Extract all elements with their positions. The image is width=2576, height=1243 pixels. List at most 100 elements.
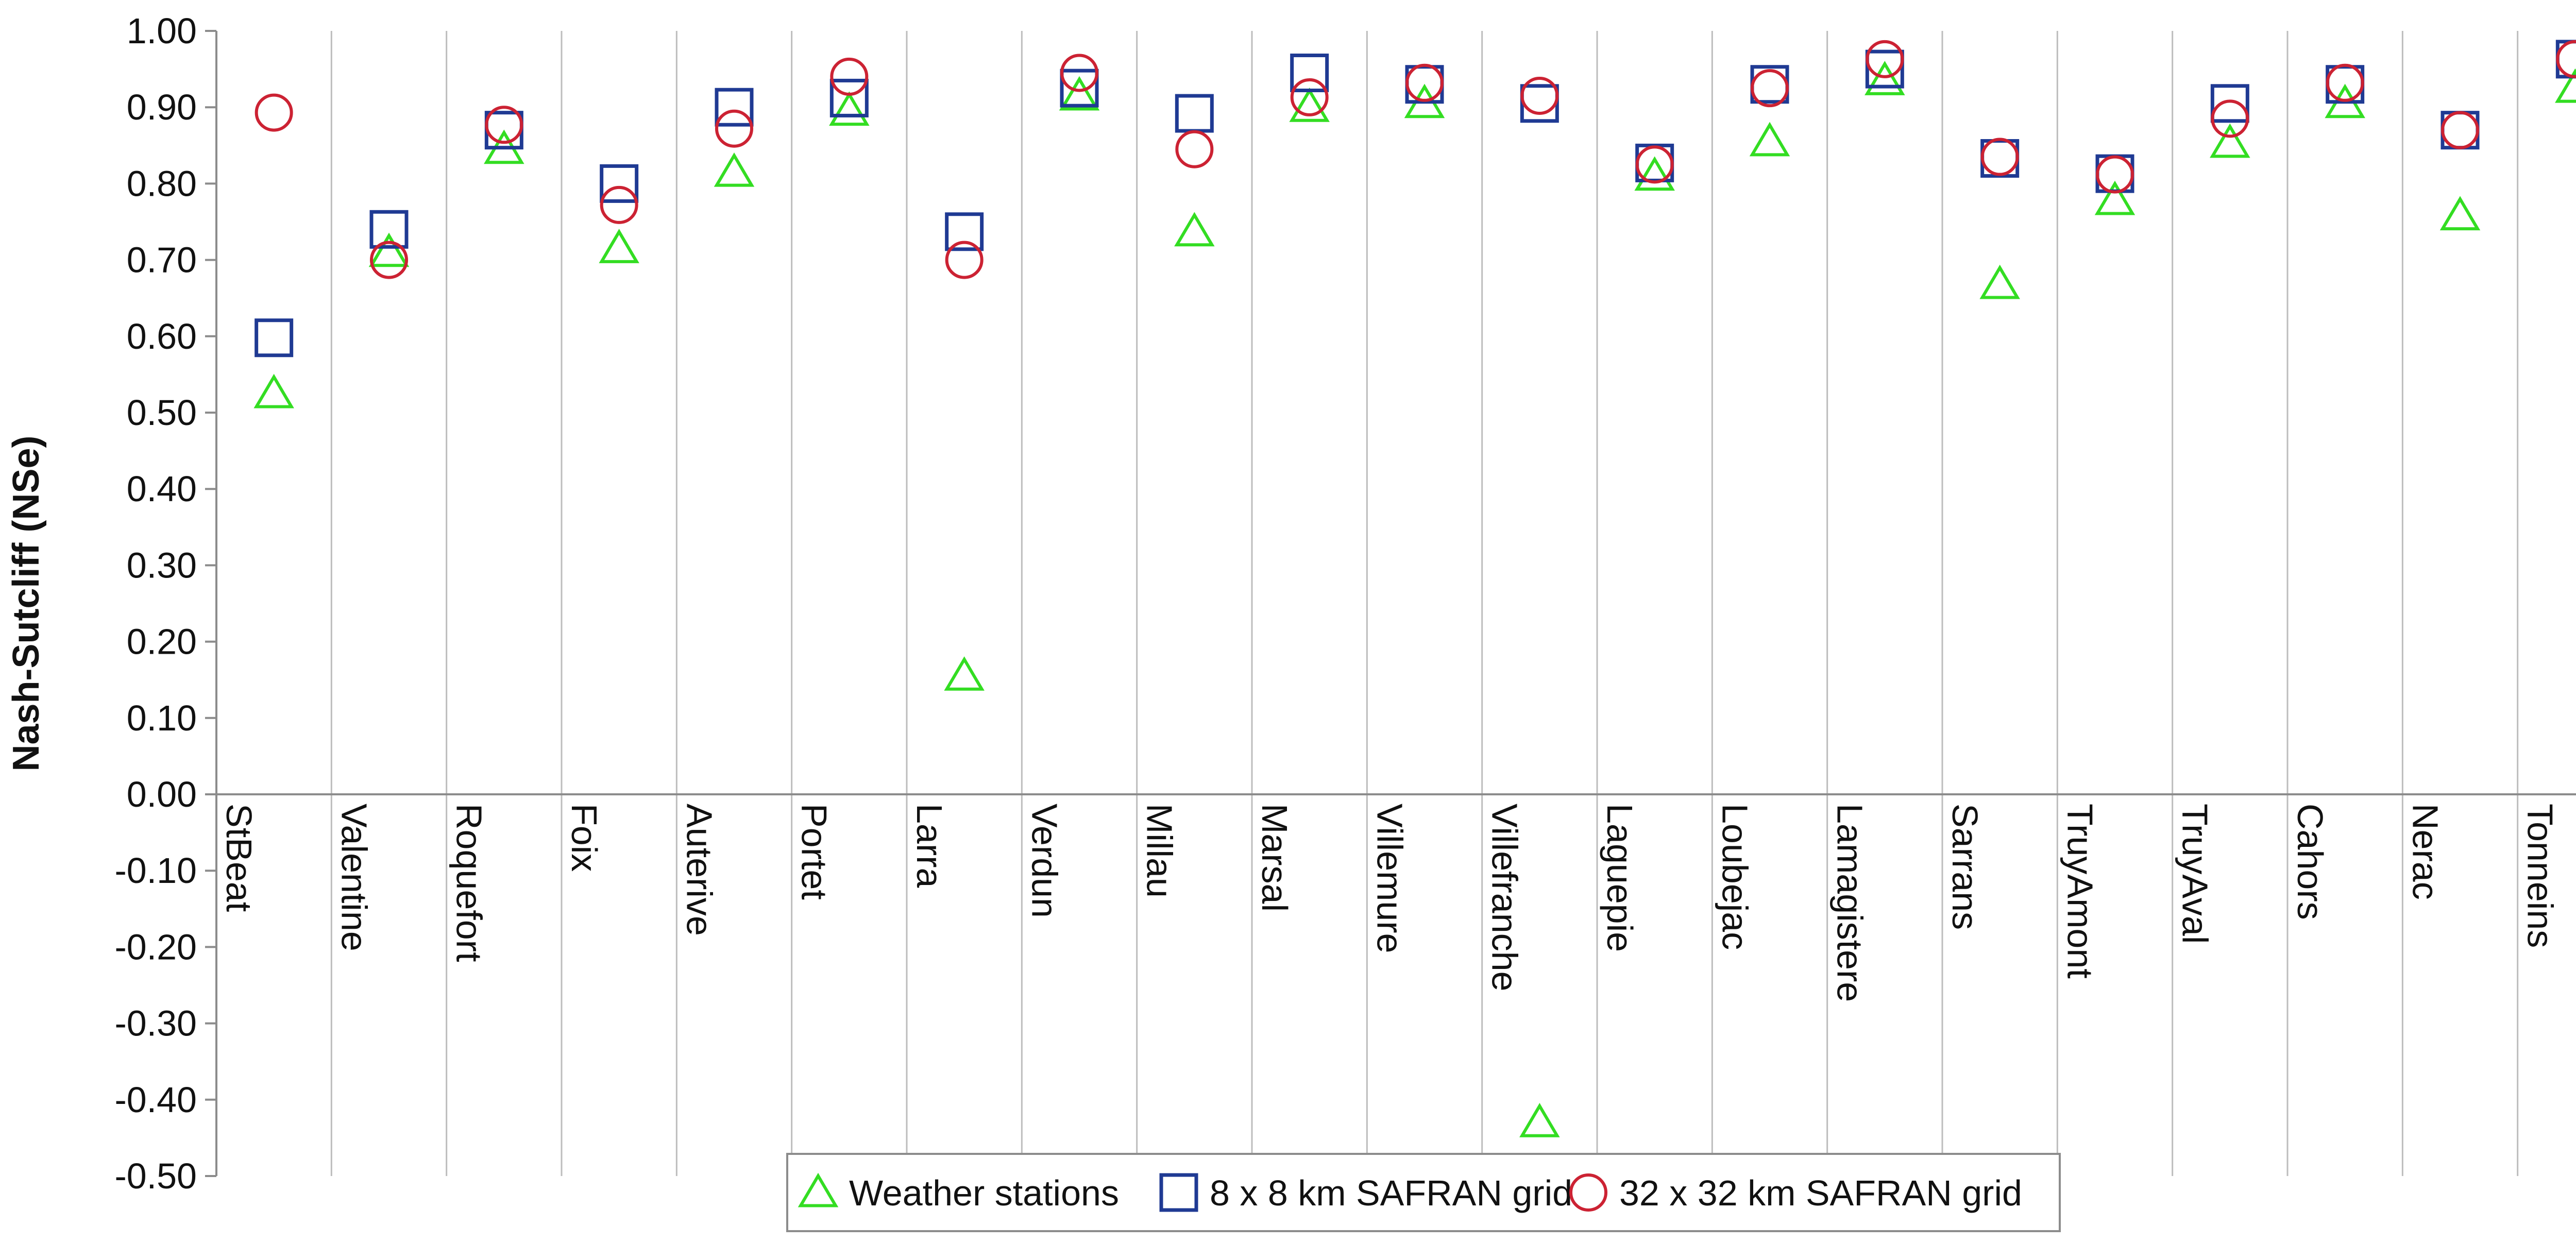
data-point-square <box>715 88 754 127</box>
category-label: Millau <box>1140 804 1180 898</box>
data-point-triangle <box>1634 156 1675 191</box>
legend-marker-square <box>1159 1173 1198 1212</box>
category-labels: StBeat Valentine Roquefort Foix Auterive Port… <box>219 804 2561 1002</box>
category-label: Loubejac <box>1715 804 1755 950</box>
y-tick-label: -0.10 <box>114 850 197 891</box>
data-point-circle <box>1866 40 1904 78</box>
legend-label: Weather stations <box>849 1173 1119 1213</box>
legend-marker-circle <box>1569 1173 1607 1212</box>
legend-box <box>786 1153 2061 1232</box>
data-point-triangle <box>1174 212 1215 247</box>
data-point-circle <box>2556 40 2576 78</box>
data-point-circle <box>485 106 523 144</box>
data-point-triangle <box>2555 68 2576 103</box>
data-point-triangle <box>368 232 410 267</box>
data-point-circle <box>2096 155 2134 194</box>
category-label: TruyAmont <box>2060 804 2100 979</box>
y-tick-label: 0.00 <box>127 774 197 814</box>
data-point-triangle <box>1519 1103 1560 1137</box>
data-point-circle <box>370 241 408 279</box>
data-point-square <box>600 164 639 203</box>
data-point-triangle <box>2210 123 2250 158</box>
y-tick-label: -0.40 <box>114 1080 197 1120</box>
data-point-triangle <box>1865 61 1905 95</box>
legend-label: 32 x 32 km SAFRAN grid <box>1619 1173 2022 1213</box>
data-point-circle <box>2211 99 2249 138</box>
data-point-square <box>1520 84 1559 123</box>
category-label: Valentine <box>334 804 374 951</box>
category-label: Lamagistere <box>1830 804 1870 1002</box>
category-label: Portet <box>794 804 835 900</box>
data-point-circle <box>255 93 293 132</box>
category-label: Verdun <box>1024 804 1064 918</box>
y-tick-label: 0.50 <box>127 393 197 433</box>
data-point-triangle <box>2439 196 2481 231</box>
legend-marker-triangle <box>798 1172 839 1207</box>
data-point-triangle <box>253 373 294 408</box>
data-point-circle <box>1290 78 1329 116</box>
data-point-square <box>2210 84 2249 123</box>
category-label: TruyAval <box>2175 804 2215 944</box>
axes <box>205 30 2576 1177</box>
data-point-square <box>1865 49 1904 89</box>
data-point-circle <box>600 185 638 224</box>
data-point-circle <box>830 57 869 96</box>
category-label: Villemure <box>1369 804 1410 953</box>
data-point-square <box>1290 54 1329 93</box>
data-point-triangle <box>1979 264 2020 299</box>
data-point-square <box>255 318 294 357</box>
data-point-square <box>369 210 409 249</box>
data-point-square <box>829 78 869 117</box>
y-axis-title: Nash-Sutcliff (NSe) <box>6 435 47 771</box>
data-point-triangle <box>714 152 755 187</box>
data-point-circle <box>1405 63 1444 102</box>
grid-lines <box>330 31 2519 1176</box>
y-tick-label: 0.60 <box>127 316 197 356</box>
data-point-square <box>945 212 984 251</box>
data-point-triangle <box>829 91 870 126</box>
data-point-square <box>1060 69 1099 108</box>
data-point-circle <box>1751 69 1789 108</box>
data-point-circle <box>1175 130 1214 168</box>
category-label: Cahors <box>2290 804 2330 920</box>
data-markers <box>253 40 2576 1137</box>
category-label: Larra <box>909 804 950 888</box>
y-tick-label: 0.80 <box>127 163 197 203</box>
category-label: Auterive <box>679 804 719 936</box>
legend: Weather stations 8 x 8 km SAFRAN grid 32 x… <box>786 1153 2061 1232</box>
y-tick-label: -0.50 <box>114 1156 197 1196</box>
category-label: Villefranche <box>1485 804 1525 992</box>
data-point-circle <box>1980 138 2019 176</box>
y-tick-label: 0.70 <box>127 240 197 280</box>
y-tick-label: 1.00 <box>127 11 197 51</box>
category-label: Nerac <box>2405 804 2445 900</box>
y-tick-label: 0.40 <box>127 469 197 509</box>
data-point-circle <box>1060 54 1098 92</box>
category-label: Foix <box>564 804 604 872</box>
category-label: Laguepie <box>1600 804 1640 952</box>
category-label: Tonneins <box>2520 804 2561 948</box>
data-point-circle <box>715 109 753 148</box>
y-tick-label: -0.30 <box>114 1003 197 1044</box>
series-circle <box>255 40 2576 279</box>
category-label: Roquefort <box>449 804 489 962</box>
data-point-circle <box>1635 145 1674 184</box>
y-axis-title-group: Nash-Sutcliff (NSe) <box>6 435 47 771</box>
y-tick-label: 0.20 <box>127 622 197 662</box>
category-label: Sarrans <box>1945 804 1985 930</box>
data-point-triangle <box>2094 180 2136 215</box>
category-label: Marsal <box>1255 804 1295 912</box>
data-point-circle <box>2326 63 2364 102</box>
y-tick-label: 0.10 <box>127 698 197 738</box>
data-point-triangle <box>1059 76 1100 111</box>
y-tick-labels: -0.50 -0.40 -0.30 -0.20 -0.10 0.00 0.10 0.20 0.3… <box>114 11 197 1196</box>
data-point-circle <box>1520 76 1559 115</box>
series-triangle <box>253 61 2576 1137</box>
legend-label: 8 x 8 km SAFRAN grid <box>1210 1173 1572 1213</box>
y-tick-label: 0.90 <box>127 87 197 127</box>
y-tick-label: 0.30 <box>127 545 197 585</box>
data-point-circle <box>2441 111 2479 149</box>
data-point-triangle <box>944 656 985 691</box>
data-point-triangle <box>1749 122 1790 157</box>
